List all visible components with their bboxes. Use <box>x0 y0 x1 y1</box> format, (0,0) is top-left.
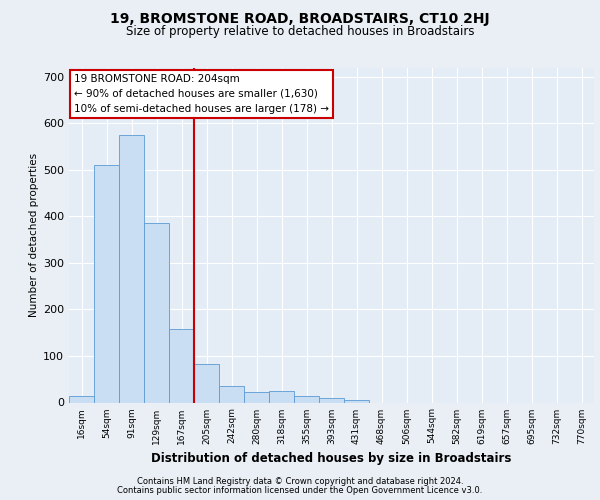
Bar <box>269 392 294 402</box>
Bar <box>219 386 244 402</box>
Bar <box>319 398 344 402</box>
Bar <box>94 165 119 402</box>
Y-axis label: Number of detached properties: Number of detached properties <box>29 153 39 317</box>
Text: 19 BROMSTONE ROAD: 204sqm
← 90% of detached houses are smaller (1,630)
10% of se: 19 BROMSTONE ROAD: 204sqm ← 90% of detac… <box>74 74 329 114</box>
X-axis label: Distribution of detached houses by size in Broadstairs: Distribution of detached houses by size … <box>151 452 512 465</box>
Bar <box>144 224 169 402</box>
Text: Contains HM Land Registry data © Crown copyright and database right 2024.: Contains HM Land Registry data © Crown c… <box>137 478 463 486</box>
Text: 19, BROMSTONE ROAD, BROADSTAIRS, CT10 2HJ: 19, BROMSTONE ROAD, BROADSTAIRS, CT10 2H… <box>110 12 490 26</box>
Bar <box>119 135 144 402</box>
Bar <box>69 396 94 402</box>
Bar <box>344 400 369 402</box>
Bar <box>294 396 319 402</box>
Bar <box>194 364 219 403</box>
Text: Size of property relative to detached houses in Broadstairs: Size of property relative to detached ho… <box>126 25 474 38</box>
Bar <box>169 330 194 402</box>
Bar <box>244 392 269 402</box>
Text: Contains public sector information licensed under the Open Government Licence v3: Contains public sector information licen… <box>118 486 482 495</box>
